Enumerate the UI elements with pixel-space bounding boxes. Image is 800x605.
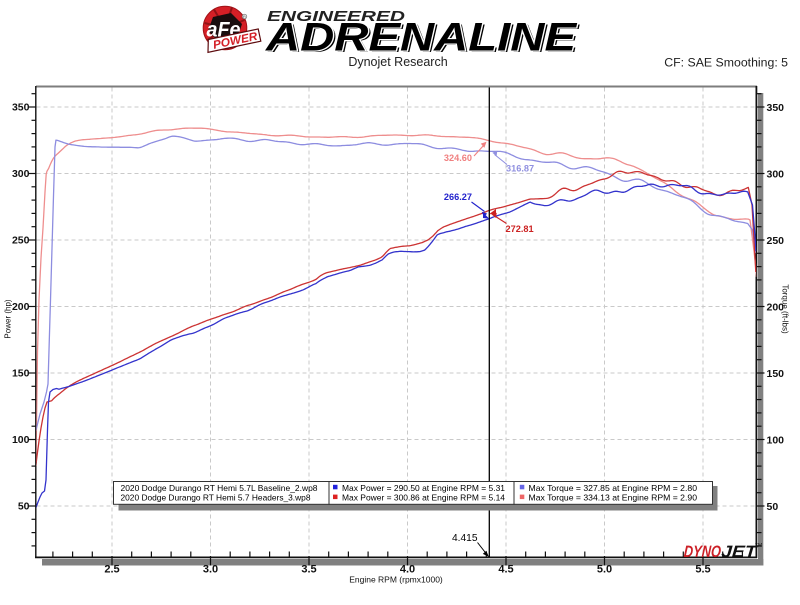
svg-text:Max Torque = 327.85 at Engine: Max Torque = 327.85 at Engine RPM = 2.80 xyxy=(529,483,698,493)
svg-text:2020 Dodge Durango RT Hemi 5.7: 2020 Dodge Durango RT Hemi 5.7L Baseline… xyxy=(121,483,318,493)
svg-text:ADRENALINE: ADRENALINE xyxy=(265,16,578,60)
svg-text:200: 200 xyxy=(767,301,785,313)
svg-text:300: 300 xyxy=(767,168,785,180)
svg-text:Torque (ft-lbs): Torque (ft-lbs) xyxy=(781,284,790,334)
svg-text:250: 250 xyxy=(12,235,30,247)
svg-text:DYNO: DYNO xyxy=(683,542,721,561)
svg-text:350: 350 xyxy=(767,102,785,114)
svg-text:Max Power = 290.50 at Engine R: Max Power = 290.50 at Engine RPM = 5.31 xyxy=(342,483,505,493)
svg-text:316.87: 316.87 xyxy=(506,164,534,174)
svg-text:4.415: 4.415 xyxy=(452,533,478,544)
svg-text:3.0: 3.0 xyxy=(203,564,218,576)
svg-text:TM: TM xyxy=(755,543,762,549)
svg-text:200: 200 xyxy=(12,301,30,313)
svg-text:250: 250 xyxy=(767,235,785,247)
svg-text:4.0: 4.0 xyxy=(400,564,415,576)
svg-text:Power (hp): Power (hp) xyxy=(4,299,13,338)
svg-text:Dynojet Research: Dynojet Research xyxy=(348,55,447,69)
svg-text:266.27: 266.27 xyxy=(444,192,472,202)
svg-text:2020 Dodge Durango RT Hemi 5.7: 2020 Dodge Durango RT Hemi 5.7 Headers_3… xyxy=(121,493,311,503)
svg-text:Max Power = 300.86 at Engine R: Max Power = 300.86 at Engine RPM = 5.14 xyxy=(342,493,505,503)
svg-text:2.5: 2.5 xyxy=(104,564,119,576)
svg-text:324.60: 324.60 xyxy=(444,153,472,163)
svg-text:100: 100 xyxy=(12,434,30,446)
svg-text:4.5: 4.5 xyxy=(498,564,513,576)
svg-text:150: 150 xyxy=(12,368,30,380)
svg-text:ENGINEERED: ENGINEERED xyxy=(267,9,406,25)
svg-text:350: 350 xyxy=(12,102,30,114)
svg-text:50: 50 xyxy=(18,501,30,513)
svg-text:Engine RPM (rpmx1000): Engine RPM (rpmx1000) xyxy=(349,575,443,585)
svg-text:ADRENALINE: ADRENALINE xyxy=(267,17,580,61)
svg-text:Max Torque = 334.13 at Engine: Max Torque = 334.13 at Engine RPM = 2.90 xyxy=(529,493,698,503)
svg-text:3.5: 3.5 xyxy=(301,564,316,576)
svg-text:JET: JET xyxy=(721,542,760,561)
svg-text:5.5: 5.5 xyxy=(695,564,710,576)
svg-text:CF: SAE Smoothing: 5: CF: SAE Smoothing: 5 xyxy=(664,56,788,70)
svg-text:300: 300 xyxy=(12,168,30,180)
svg-text:50: 50 xyxy=(767,501,779,513)
svg-text:5.0: 5.0 xyxy=(597,564,612,576)
svg-text:100: 100 xyxy=(767,434,785,446)
svg-text:R: R xyxy=(243,14,246,19)
svg-text:150: 150 xyxy=(767,368,785,380)
svg-text:272.81: 272.81 xyxy=(506,224,534,234)
